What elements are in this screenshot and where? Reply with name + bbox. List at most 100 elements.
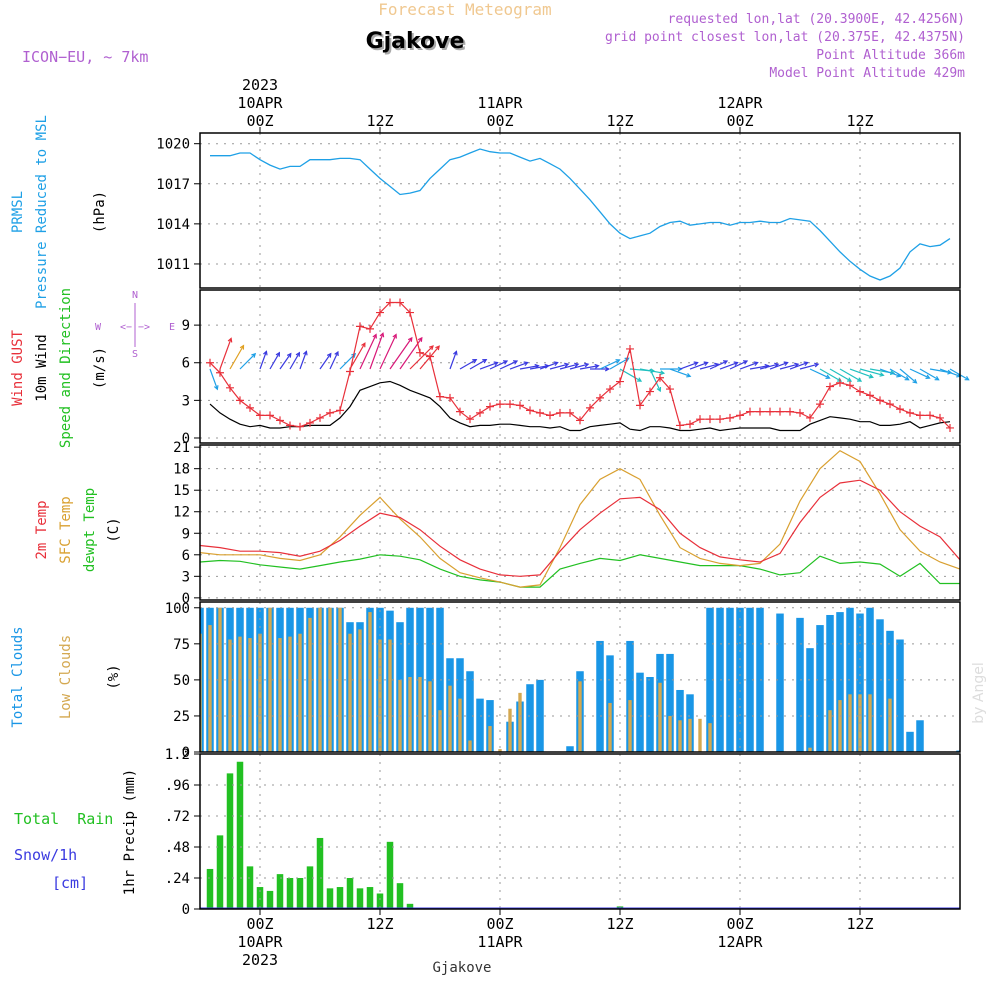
wind-arrow-head — [825, 374, 831, 379]
wind-arrow-head — [372, 333, 377, 339]
wind-arrow-head — [934, 376, 940, 381]
wind-arrow-head — [512, 360, 519, 365]
wind-arrow-head — [502, 360, 509, 365]
wind-arrow-head — [239, 344, 245, 350]
low-cloud-bar — [868, 694, 872, 752]
wind-arrow-shaft — [909, 368, 930, 379]
pressure-panel: 1011 1014 1017 1020 PRMSL Pressure Reduced … — [10, 115, 961, 309]
gust-marker — [776, 407, 784, 416]
low-cloud-bar — [238, 636, 242, 752]
clouds-ytick-label: 75 — [173, 637, 190, 653]
wind-arrow-shaft — [499, 360, 518, 370]
low-cloud-bar — [338, 607, 342, 752]
gust-marker — [416, 348, 424, 357]
low-cloud-bar — [608, 702, 612, 752]
pressure-ytick-label: 1014 — [156, 217, 190, 233]
gust-marker — [366, 324, 374, 333]
low-cloud-bar — [368, 612, 372, 752]
wind-arrow-head — [379, 332, 385, 338]
wind-arrow-head — [856, 377, 863, 382]
bottom-time-label: 12APR — [717, 933, 763, 951]
gust-marker — [246, 403, 254, 412]
precip-yticks: 0 .24 .48 .72 .96 1.2 — [165, 747, 200, 918]
pressure-line — [210, 148, 951, 281]
temperature-ytick-label: 18 — [173, 462, 190, 478]
wind-arrow-shaft — [889, 368, 909, 381]
rain-bar — [246, 866, 254, 909]
total-cloud-bar — [866, 607, 874, 752]
gust-marker — [606, 385, 614, 394]
pressure-grid — [200, 133, 960, 288]
low-cloud-bar — [498, 749, 502, 752]
wind-arrow-head — [615, 359, 621, 364]
wind-arrow-head — [659, 370, 666, 376]
gust-marker — [516, 401, 524, 410]
gust-marker — [296, 422, 304, 431]
dewpoint-line — [199, 554, 960, 588]
gust-marker — [546, 411, 554, 420]
wind-arrow-shaft — [469, 359, 487, 370]
low-cloud-bar — [448, 685, 452, 752]
total-cloud-bar — [426, 607, 434, 752]
rain-bar — [236, 761, 244, 909]
wind-arrow-shaft — [329, 351, 339, 370]
low-cloud-bar — [200, 633, 202, 752]
wind-arrow-head — [574, 362, 580, 368]
wind-arrow-head — [326, 352, 332, 358]
gust-marker — [326, 408, 334, 417]
bottom-time-label: 12Z — [606, 915, 633, 933]
rain-bar — [226, 773, 234, 909]
wind-arrow-head — [624, 357, 630, 362]
wind-arrow-shaft — [829, 368, 852, 382]
top-time-label: 12Z — [846, 112, 873, 130]
clouds-ytick-label: 0 — [182, 745, 190, 761]
wind-arrow-shaft — [549, 363, 569, 370]
wind-arrow-shaft — [319, 353, 332, 370]
wind-arrow-head — [361, 342, 366, 348]
gust-marker — [556, 408, 564, 417]
wind-arrow-shaft — [529, 365, 549, 370]
gust-marker — [786, 407, 794, 416]
gust-marker — [526, 406, 534, 415]
gust-marker — [456, 407, 464, 416]
rain-bar — [346, 878, 354, 909]
pressure-yticks: 1011 1014 1017 1020 — [156, 137, 200, 273]
clouds-ytick-label: 50 — [173, 673, 190, 689]
wind-arrow-head — [742, 360, 749, 365]
low-cloud-bar — [518, 692, 522, 752]
gust-marker — [446, 393, 454, 402]
gust-marker — [376, 308, 384, 317]
wind-arrow-shaft — [819, 368, 842, 382]
gust-marker — [226, 383, 234, 392]
gust-marker — [656, 373, 664, 382]
top-time-label: 2023 — [242, 76, 278, 94]
compass-south: S — [132, 349, 138, 360]
gust-marker — [806, 413, 814, 422]
gust-marker — [496, 400, 504, 409]
wind-arrow-head — [753, 361, 759, 366]
low-cloud-bar — [418, 677, 422, 752]
gust-marker — [866, 391, 874, 400]
gust-marker — [856, 387, 864, 396]
gust-marker — [676, 421, 684, 430]
total-cloud-bar — [646, 677, 654, 752]
wind-arrow-head — [656, 386, 662, 393]
wind-arrow-head — [794, 362, 800, 368]
compass-rose: N S W E <−|−> — [95, 290, 175, 360]
low-cloud-bar — [228, 639, 232, 752]
temperature-ytick-label: 12 — [173, 505, 190, 521]
precip-unit: 1hr Precip (mm) — [122, 769, 138, 895]
wind-arrow-shaft — [539, 362, 558, 370]
gust-marker — [666, 385, 674, 394]
precip-panel: 0 .24 .48 .72 .96 1.2 Total Rain Snow/1h [cm]… — [14, 747, 961, 918]
precip-ytick-label: .24 — [165, 871, 190, 887]
total-cloud-bar — [906, 731, 914, 752]
wind-label-3: Speed and Direction — [58, 288, 74, 448]
wind-arrow-shaft — [719, 362, 738, 370]
top-time-label: 11APR — [477, 94, 523, 112]
rain-bar — [296, 878, 304, 909]
total-cloud-bar — [636, 672, 644, 752]
wind-unit: (m/s) — [92, 347, 108, 389]
pressure-label-1: PRMSL — [10, 191, 26, 233]
